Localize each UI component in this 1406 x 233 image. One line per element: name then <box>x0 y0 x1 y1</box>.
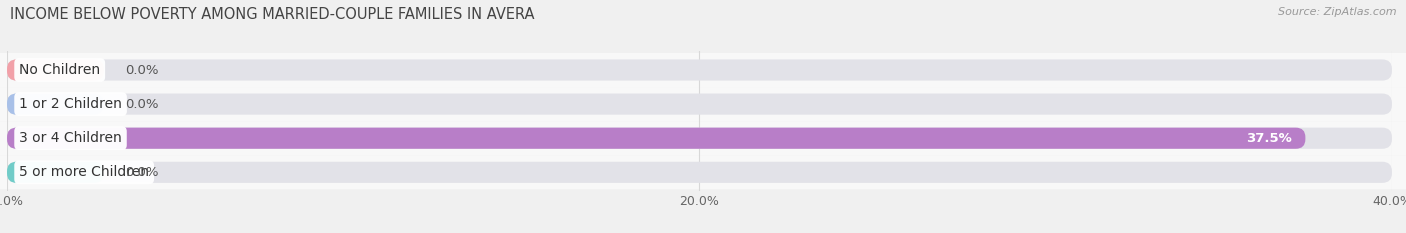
Text: 1 or 2 Children: 1 or 2 Children <box>20 97 122 111</box>
Text: Source: ZipAtlas.com: Source: ZipAtlas.com <box>1278 7 1396 17</box>
FancyBboxPatch shape <box>7 162 1392 183</box>
Text: 37.5%: 37.5% <box>1246 132 1292 145</box>
FancyBboxPatch shape <box>7 93 1392 115</box>
FancyBboxPatch shape <box>7 128 1305 149</box>
Text: No Children: No Children <box>20 63 100 77</box>
Text: 3 or 4 Children: 3 or 4 Children <box>20 131 122 145</box>
FancyBboxPatch shape <box>7 162 104 183</box>
FancyBboxPatch shape <box>7 59 1392 81</box>
Text: INCOME BELOW POVERTY AMONG MARRIED-COUPLE FAMILIES IN AVERA: INCOME BELOW POVERTY AMONG MARRIED-COUPL… <box>10 7 534 22</box>
Text: 5 or more Children: 5 or more Children <box>20 165 149 179</box>
Text: 0.0%: 0.0% <box>125 166 159 179</box>
FancyBboxPatch shape <box>7 128 1392 149</box>
Text: 0.0%: 0.0% <box>125 64 159 76</box>
FancyBboxPatch shape <box>7 59 104 81</box>
Text: 0.0%: 0.0% <box>125 98 159 111</box>
FancyBboxPatch shape <box>0 87 1406 121</box>
FancyBboxPatch shape <box>7 93 104 115</box>
FancyBboxPatch shape <box>0 155 1406 189</box>
FancyBboxPatch shape <box>0 121 1406 155</box>
FancyBboxPatch shape <box>0 53 1406 87</box>
